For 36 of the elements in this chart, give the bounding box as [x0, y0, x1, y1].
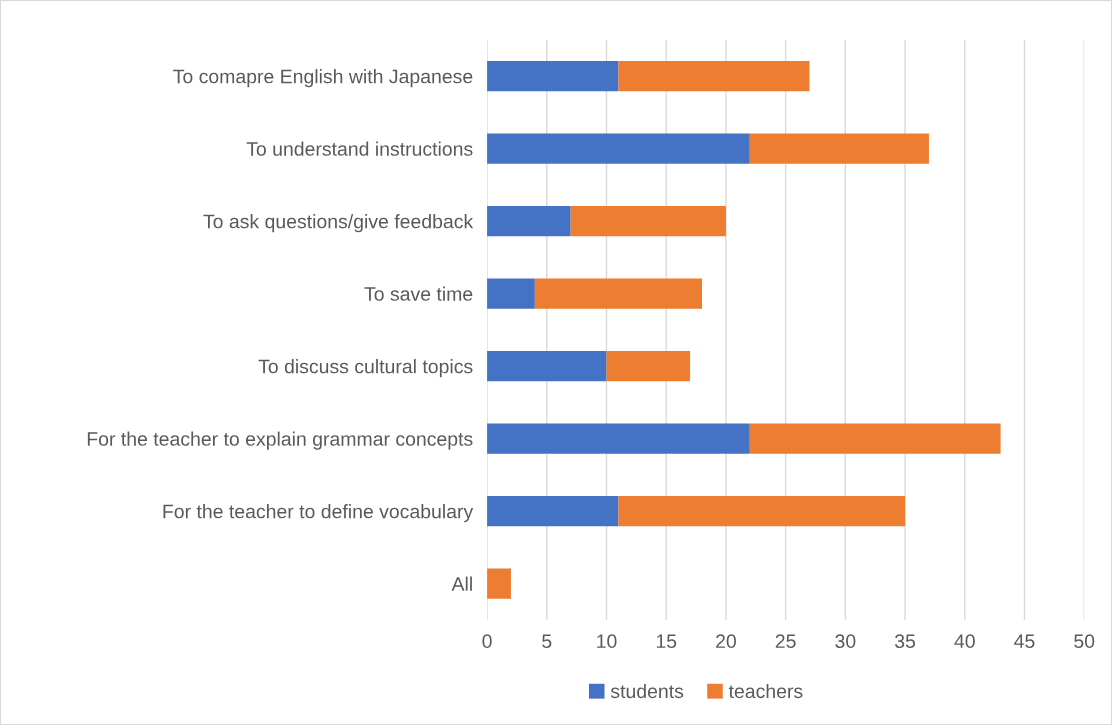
- x-tick-label: 10: [597, 634, 617, 649]
- bar: [749, 423, 1001, 454]
- x-tick-label: 35: [894, 634, 916, 649]
- bar: [487, 568, 511, 599]
- x-tick-label: 25: [775, 634, 796, 649]
- x-tick-label: 20: [716, 634, 736, 649]
- bar: [749, 133, 929, 164]
- bar: [534, 278, 703, 309]
- bar: [487, 60, 619, 92]
- x-tick-label: 0: [482, 634, 492, 649]
- legend-label: teachers: [728, 683, 803, 699]
- bar: [487, 350, 607, 382]
- y-tick-label: For the teacher to define vocabulary: [163, 504, 474, 523]
- bar: [487, 495, 619, 527]
- x-tick-label: 15: [656, 634, 677, 649]
- bar: [487, 423, 750, 454]
- y-tick-label: To save time: [364, 286, 473, 301]
- bar: [570, 205, 726, 237]
- bar: [618, 495, 906, 527]
- x-tick-label: 30: [835, 634, 856, 649]
- x-tick-label: 45: [1014, 634, 1035, 649]
- x-tick-label: 5: [542, 634, 552, 649]
- y-tick-label: For the teacher to explain grammar concepts: [87, 431, 473, 450]
- y-tick-label: All: [451, 576, 472, 591]
- bar: [487, 133, 750, 164]
- x-tick-label: 50: [1074, 634, 1095, 649]
- y-tick-label: To discuss cultural topics: [258, 359, 473, 378]
- bar: [618, 60, 810, 92]
- y-tick-label: To ask questions/give feedback: [203, 214, 474, 233]
- x-tick-label: 40: [954, 634, 975, 649]
- y-tick-label: To understand instructions: [246, 141, 473, 156]
- y-tick-label: To comapre English with Japanese: [173, 69, 473, 88]
- bar: [606, 350, 691, 382]
- bar: [487, 205, 571, 237]
- legend-label: students: [610, 683, 684, 699]
- bar: [487, 278, 535, 309]
